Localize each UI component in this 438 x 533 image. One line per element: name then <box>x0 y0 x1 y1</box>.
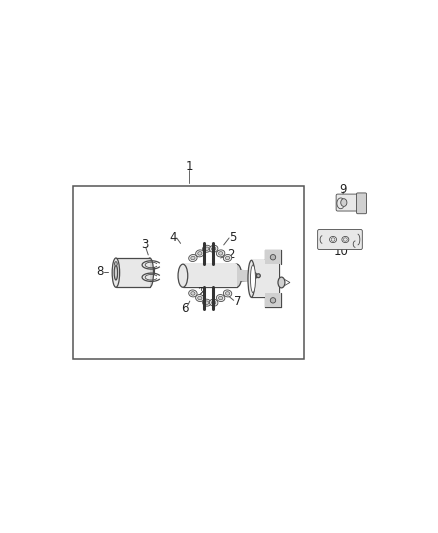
Polygon shape <box>191 292 195 295</box>
Polygon shape <box>205 247 209 251</box>
Ellipse shape <box>115 262 117 266</box>
Polygon shape <box>209 245 218 252</box>
Text: 8: 8 <box>96 265 103 278</box>
Polygon shape <box>198 296 202 300</box>
Ellipse shape <box>256 274 260 278</box>
Polygon shape <box>223 290 232 297</box>
Polygon shape <box>216 250 225 257</box>
Polygon shape <box>202 299 211 306</box>
Ellipse shape <box>341 199 347 206</box>
Polygon shape <box>196 295 204 302</box>
Text: 7: 7 <box>234 295 241 308</box>
Text: 10: 10 <box>333 245 348 257</box>
Polygon shape <box>212 301 216 304</box>
Ellipse shape <box>329 237 336 243</box>
Polygon shape <box>189 254 197 262</box>
FancyBboxPatch shape <box>336 194 361 211</box>
Bar <box>251 260 279 297</box>
Text: 2: 2 <box>227 277 234 290</box>
Text: 2: 2 <box>227 248 234 261</box>
Bar <box>116 258 150 287</box>
FancyBboxPatch shape <box>357 193 367 214</box>
Bar <box>265 251 281 264</box>
Polygon shape <box>212 247 216 251</box>
Polygon shape <box>189 290 197 297</box>
Bar <box>183 264 237 287</box>
Polygon shape <box>202 245 211 252</box>
Ellipse shape <box>270 297 276 303</box>
Polygon shape <box>219 296 223 300</box>
Text: 6: 6 <box>181 302 189 316</box>
Ellipse shape <box>232 264 242 287</box>
Ellipse shape <box>178 264 188 287</box>
Polygon shape <box>226 256 230 260</box>
Polygon shape <box>198 252 202 255</box>
Ellipse shape <box>251 272 257 279</box>
Bar <box>73 185 304 359</box>
Polygon shape <box>223 254 232 262</box>
Polygon shape <box>209 299 218 306</box>
Ellipse shape <box>146 258 153 287</box>
Text: 3: 3 <box>141 238 149 252</box>
Bar <box>265 294 281 308</box>
Ellipse shape <box>331 238 335 241</box>
Polygon shape <box>219 252 223 255</box>
Ellipse shape <box>114 265 117 280</box>
Polygon shape <box>191 256 195 260</box>
Text: 1: 1 <box>185 160 193 173</box>
Ellipse shape <box>342 237 349 243</box>
Polygon shape <box>205 301 209 304</box>
Polygon shape <box>216 295 225 302</box>
Text: 9: 9 <box>339 183 347 196</box>
Polygon shape <box>226 292 230 295</box>
Ellipse shape <box>278 277 285 288</box>
Bar <box>238 270 252 281</box>
Ellipse shape <box>112 258 120 287</box>
Text: 5: 5 <box>229 231 237 244</box>
FancyBboxPatch shape <box>318 230 362 249</box>
Text: 2: 2 <box>197 286 205 299</box>
Polygon shape <box>196 250 204 257</box>
Ellipse shape <box>251 265 255 293</box>
Text: 4: 4 <box>169 231 177 245</box>
Ellipse shape <box>343 238 347 241</box>
Ellipse shape <box>270 255 276 260</box>
Ellipse shape <box>248 260 255 297</box>
